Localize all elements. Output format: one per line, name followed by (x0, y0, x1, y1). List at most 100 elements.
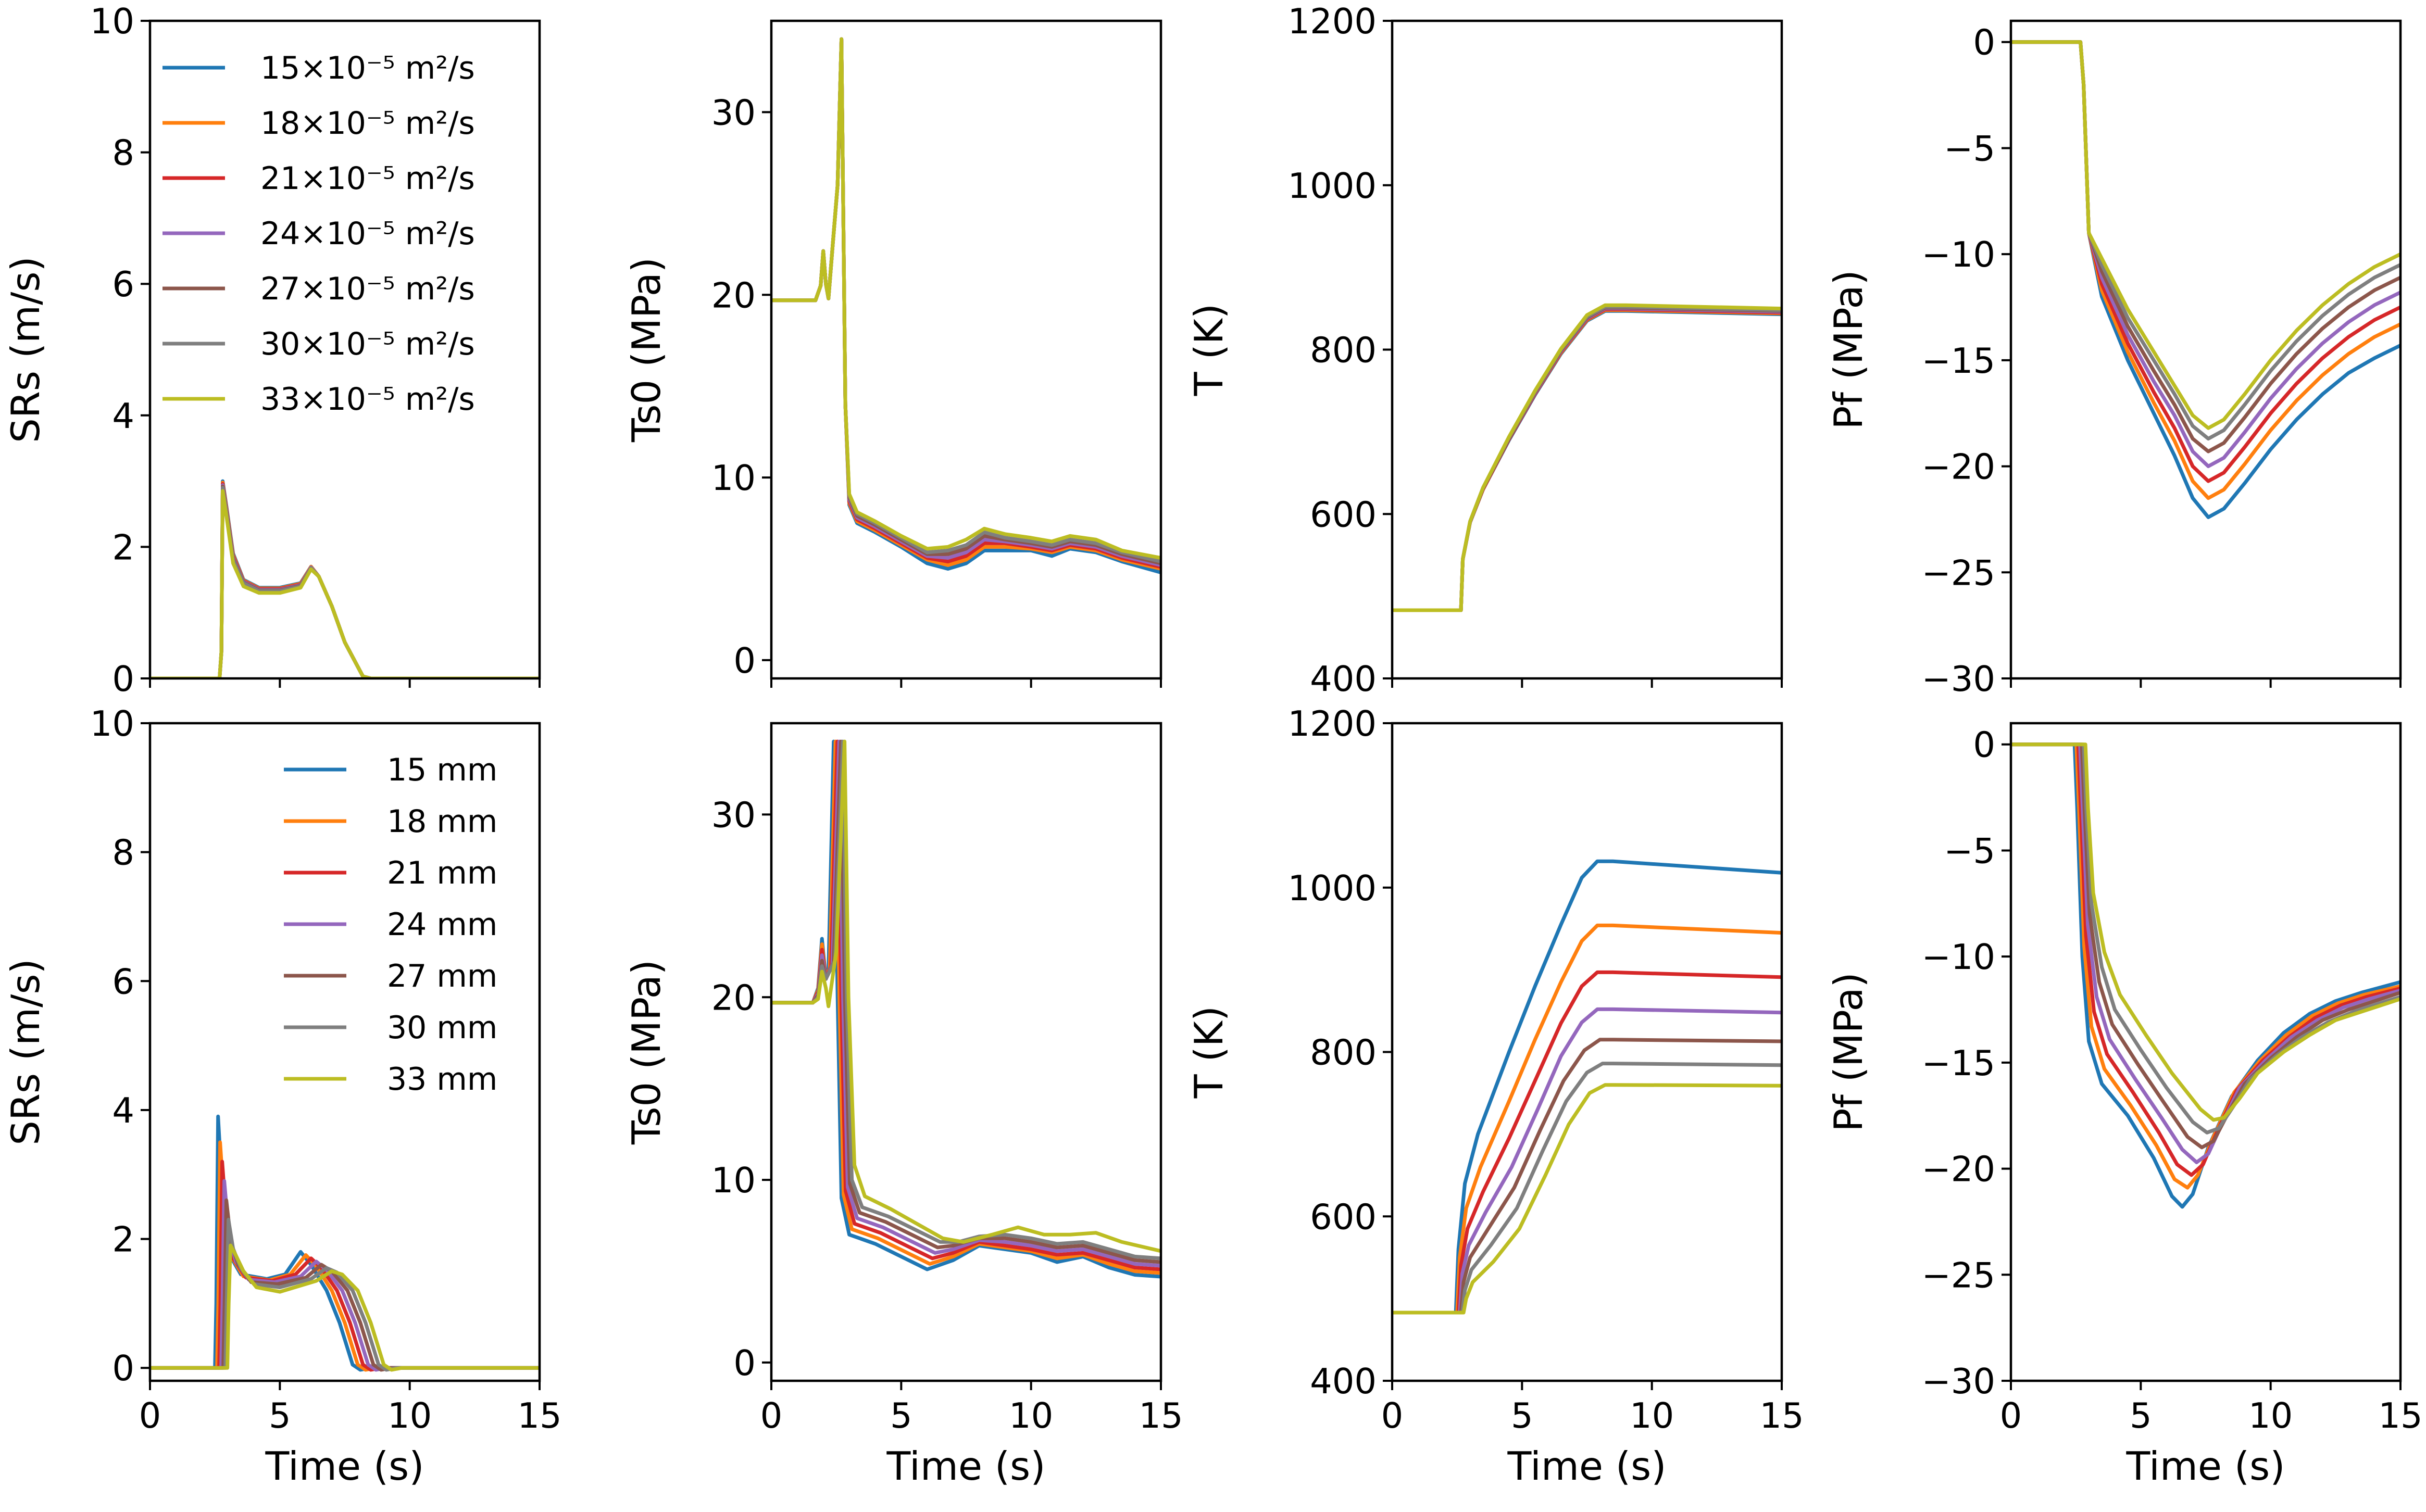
legend-label: 15 mm (387, 752, 497, 788)
series-line-6 (2011, 745, 2400, 1120)
series-line-3 (150, 485, 540, 678)
y-tick-label: 20 (711, 275, 756, 316)
y-tick-label: −30 (1922, 1361, 1995, 1402)
y-tick-label: 6 (112, 961, 134, 1002)
legend: 15 mm 18 mm 21 mm 24 mm 27 mm 30 mm 33 mm (284, 752, 497, 1098)
series-line-4 (771, 39, 1161, 563)
subplot-r0c0: 0 2 4 6 8 10 SRs (m/s) 15×10⁻⁵ m²/s 18×10⁻⁵ m²/s… (3, 1, 540, 699)
x-tick-label: 5 (269, 1395, 291, 1436)
x-tick-label: 15 (1759, 1395, 1804, 1436)
series-line-5 (771, 39, 1161, 561)
series-line-1 (2011, 745, 2400, 1188)
y-tick-label: 0 (1973, 725, 1995, 765)
y-tick-label: 10 (90, 703, 134, 744)
y-tick-label: 6 (112, 264, 134, 305)
y-axis-label: SRs (m/s) (3, 256, 48, 443)
legend-label: 33 mm (387, 1061, 497, 1098)
y-axis-label: Pf (MPa) (1825, 270, 1871, 430)
x-tick-label: 10 (2248, 1395, 2293, 1436)
series-line-4 (1392, 308, 1782, 610)
y-tick-label: 10 (90, 1, 134, 42)
axes-frame (1392, 723, 1782, 1381)
x-tick-label: 10 (387, 1395, 432, 1436)
series-line-0 (771, 39, 1161, 572)
series-line-2 (150, 484, 540, 678)
y-tick-label: 600 (1310, 1196, 1377, 1237)
y-axis-label: SRs (m/s) (3, 959, 48, 1145)
series-line-1 (150, 483, 540, 678)
y-tick-label: 1000 (1287, 868, 1377, 909)
series-line-6 (2011, 42, 2400, 429)
series-group (150, 1116, 540, 1370)
y-axis-label: T (K) (1186, 304, 1232, 396)
y-tick-label: 8 (112, 833, 134, 873)
series-line-3 (2011, 42, 2400, 467)
series-line-4 (2011, 745, 2400, 1148)
series-line-2 (1392, 972, 1782, 1313)
series-group (771, 741, 1161, 1277)
y-tick-label: −5 (1944, 128, 1995, 169)
y-tick-label: 0 (1973, 22, 1995, 63)
y-tick-label: 0 (112, 1348, 134, 1389)
series-line-3 (1392, 1009, 1782, 1313)
series-line-2 (2011, 42, 2400, 481)
y-tick-label: −20 (1922, 1149, 1995, 1190)
y-tick-label: 400 (1310, 1361, 1377, 1402)
series-line-6 (150, 491, 540, 678)
axes-frame (771, 21, 1161, 678)
subplot-r1c2: 0 5 10 1540060080010001200Time (s)T (K) (1186, 703, 1804, 1489)
x-tick-label: 10 (1630, 1395, 1674, 1436)
y-tick-label: 8 (112, 133, 134, 173)
axes-frame (2011, 723, 2400, 1381)
y-tick-label: 800 (1310, 330, 1377, 371)
x-axis-label: Time (s) (1507, 1443, 1667, 1489)
series-line-6 (771, 39, 1161, 558)
subplot-r0c1: 0 10 20 30 Ts0 (MPa) (623, 21, 1161, 688)
series-group (2011, 745, 2400, 1207)
series-line-2 (2011, 745, 2400, 1175)
legend-label: 30×10⁻⁵ m²/s (260, 326, 475, 362)
axes-frame (1392, 21, 1782, 678)
series-line-0 (150, 481, 540, 678)
y-tick-label: −10 (1922, 937, 1995, 977)
legend-label: 21×10⁻⁵ m²/s (260, 160, 475, 197)
x-tick-label: 10 (1009, 1395, 1053, 1436)
y-axis-label: Ts0 (MPa) (623, 257, 669, 443)
subplot-r1c3: 0 5 10 15 0 −5 −10 −15 −20 −25 −30 Time (s) Pf (MPa) (1825, 723, 2423, 1489)
series-line-3 (771, 39, 1161, 565)
x-tick-label: 5 (890, 1395, 912, 1436)
legend-label: 24 mm (387, 906, 497, 943)
series-group (771, 39, 1161, 572)
y-tick-label: −5 (1944, 830, 1995, 871)
y-axis-label: T (K) (1186, 1006, 1232, 1099)
subplot-r1c1: 0 5 10 15 0 10 20 30 Time (s) Ts0 (MPa) (623, 723, 1183, 1489)
subplot-r0c2: 400 600 800 1000 1200 T (K) (1186, 1, 1782, 699)
series-line-5 (150, 488, 540, 678)
series-line-4 (150, 486, 540, 678)
y-tick-label: 400 (1310, 659, 1377, 699)
series-line-5 (1392, 307, 1782, 610)
y-tick-label: 10 (711, 458, 756, 498)
y-tick-label: −25 (1922, 552, 1995, 593)
subplot-r1c0: 0 5 10 150246810Time (s)SRs (m/s)15 mm18 mm… (3, 703, 562, 1489)
series-line-5 (1392, 1064, 1782, 1313)
y-tick-label: 4 (112, 396, 134, 436)
x-tick-label: 0 (2000, 1395, 2022, 1436)
y-tick-label: 0 (733, 640, 756, 681)
y-tick-label: 600 (1310, 494, 1377, 535)
x-axis-label: Time (s) (265, 1443, 424, 1489)
y-tick-label: 2 (112, 527, 134, 568)
y-tick-label: −15 (1922, 1043, 1995, 1083)
legend-label: 15×10⁻⁵ m²/s (260, 50, 475, 86)
y-tick-label: 4 (112, 1090, 134, 1131)
y-tick-label: 0 (733, 1343, 756, 1383)
x-tick-label: 15 (517, 1395, 561, 1436)
series-group (1392, 305, 1782, 610)
series-line-0 (2011, 745, 2400, 1207)
x-tick-label: 5 (2130, 1395, 2152, 1436)
series-line-5 (2011, 745, 2400, 1133)
series-line-0 (771, 741, 1161, 1277)
y-tick-label: 800 (1310, 1032, 1377, 1073)
x-tick-label: 5 (1511, 1395, 1533, 1436)
